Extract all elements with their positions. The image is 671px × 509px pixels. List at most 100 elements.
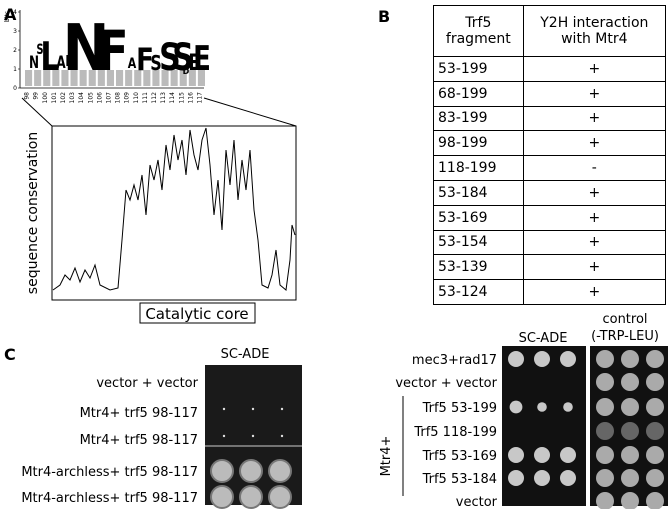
table-cell: + [522,179,667,206]
table-row: 53-139 + [433,254,667,281]
logo-stack [79,70,87,86]
colony-spot [210,459,234,483]
colony-spot [280,407,284,411]
colony-spot [596,373,614,391]
logo-letter: L [40,35,59,80]
group-label: Mtr4+ [379,436,394,477]
logo-position: 116 [187,92,194,104]
column-header: control [602,312,647,327]
logo-stack [143,70,151,86]
logo-position: 108 [115,92,122,104]
colony-spot [596,422,614,440]
row-label: Mtr4+ trf5 98-117 [80,433,198,448]
logo-y-tick: 4 [13,9,17,16]
column-header: SC-ADE [519,331,568,346]
table-cell: + [522,105,667,132]
logo-stack [170,70,178,86]
logo-letter: S [172,36,194,80]
colony-spot [239,459,263,483]
logo-position: 106 [96,92,103,104]
table-cell: 53-169 [433,204,524,231]
logo-y-label: bits [4,11,11,22]
colony-spot [621,398,639,416]
row-label: Mtr4-archless+ trf5 98-117 [21,491,198,506]
colony-spot [646,422,664,440]
colony-spot [534,470,550,486]
logo-letter: S [150,52,162,76]
table-cell: 53-154 [433,229,524,256]
colony-spot [646,350,664,368]
header-text: Trf5 [465,15,492,31]
logo-position: 102 [60,92,67,104]
logo-stack [116,70,124,86]
logo-letter: N [29,53,39,73]
logo-y-tick: 1 [13,66,17,73]
colony-spot [508,351,524,367]
colony-spot [621,446,639,464]
logo-stack [25,70,33,86]
table-row: 53-124 + [433,279,667,305]
colony-spot [210,485,234,509]
logo-position: 111 [142,92,149,104]
table-cell: + [522,80,667,107]
logo-letter: D [65,53,74,70]
logo-letter: A [56,53,66,73]
colony-spot [596,446,614,464]
colony-spot [621,492,639,509]
row-label: Trf5 118-199 [413,425,497,440]
table-cell: 68-199 [433,80,524,107]
header-text: with Mtr4 [561,31,628,47]
colony-spot [534,447,550,463]
header-text: fragment [445,31,511,47]
logo-position: 103 [69,92,76,104]
row-label: Mtr4-archless+ trf5 98-117 [21,465,198,480]
logo-y-tick: 3 [13,28,17,35]
row-label: Trf5 53-184 [422,472,497,487]
logo-position: 109 [124,92,131,104]
table-row: 53-169 + [433,204,667,231]
logo-position: 98 [24,92,31,100]
logo-stack [134,70,142,86]
logo-letter: S [36,41,43,57]
table-row: 53-154 + [433,229,667,256]
column-header: SC-ADE [221,347,270,362]
table-cell: + [522,130,667,157]
table-row: 98-199 + [433,130,667,157]
header-cell: Trf5 fragment [433,5,524,57]
row-label: mec3+rad17 [412,353,497,368]
logo-position: 107 [105,92,112,104]
zoom-line [203,97,297,127]
logo-position: 113 [160,92,167,104]
colony-spot [621,373,639,391]
table-cell: + [522,229,667,256]
row-label: Mtr4+ trf5 98-117 [80,406,198,421]
panel-label: A [4,5,17,24]
logo-letter: F [136,41,154,78]
logo-letter: E [193,40,211,79]
table-cell: 83-199 [433,105,524,132]
table-row: 68-199 + [433,80,667,107]
logo-position: 99 [33,92,40,100]
logo-stack [106,70,114,86]
column-header: (-TRP-LEU) [591,329,659,344]
panel-label: B [378,7,390,26]
logo-stack [125,70,133,86]
colony-spot [646,373,664,391]
logo-stack [179,70,187,86]
logo-position: 104 [78,92,85,104]
table-cell: 53-139 [433,254,524,281]
colony-spot [596,350,614,368]
colony-spot [509,400,523,414]
panel-label: C [4,345,16,364]
colony-spot [239,485,263,509]
plot-y-label: sequence conservation [25,132,41,294]
logo-letter: A [128,56,137,73]
colony-spot [222,434,226,438]
logo-stack [43,70,51,86]
plot-frame [51,125,297,301]
table-cell: + [522,279,667,305]
logo-stack [197,70,205,86]
colony-spot [508,470,524,486]
table-cell: + [522,204,667,231]
